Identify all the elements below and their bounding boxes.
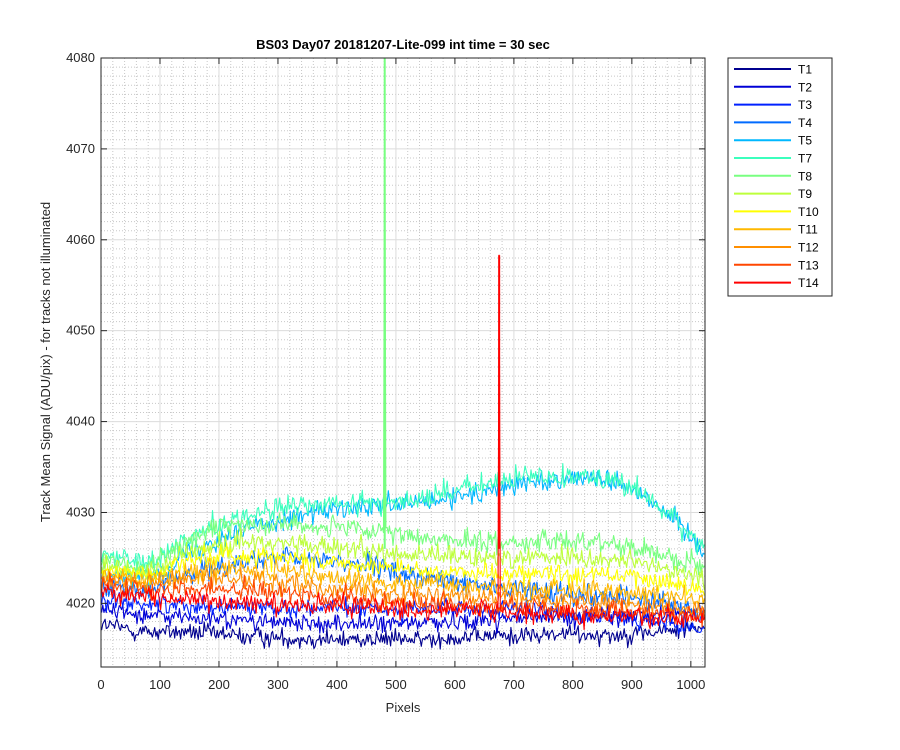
y-tick-label: 4040 — [66, 414, 95, 429]
series-line-t9 — [101, 527, 705, 590]
series-line-t4 — [101, 546, 705, 622]
legend-label-t3: T3 — [798, 98, 812, 112]
x-tick-label: 700 — [503, 677, 525, 692]
plot-frame — [100, 57, 706, 668]
legend-label-t9: T9 — [798, 187, 812, 201]
x-tick-label: 500 — [385, 677, 407, 692]
legend-label-t5: T5 — [798, 134, 812, 148]
chart-title: BS03 Day07 20181207-Lite-099 int time = … — [256, 37, 550, 52]
y-tick-label: 4030 — [66, 504, 95, 519]
x-tick-label: 100 — [149, 677, 171, 692]
y-tick-label: 4020 — [66, 595, 95, 610]
x-tick-label: 900 — [621, 677, 643, 692]
legend-label-t10: T10 — [798, 205, 819, 219]
series-line-t10 — [101, 542, 705, 596]
y-axis-label: Track Mean Signal (ADU/pix) - for tracks… — [38, 202, 53, 522]
legend-label-t12: T12 — [798, 241, 819, 255]
x-tick-label: 400 — [326, 677, 348, 692]
x-tick-label: 800 — [562, 677, 584, 692]
series-lines — [101, 58, 705, 650]
y-tick-label: 4050 — [66, 323, 95, 338]
x-tick-label: 300 — [267, 677, 289, 692]
y-tick-label: 4080 — [66, 50, 95, 65]
y-tick-label: 4070 — [66, 141, 95, 156]
series-line-t14 — [101, 254, 705, 631]
legend-label-t7: T7 — [798, 152, 812, 166]
x-tick-label: 0 — [97, 677, 104, 692]
legend-label-t2: T2 — [798, 80, 812, 94]
series-line-t1 — [101, 618, 705, 650]
legend-label-t11: T11 — [798, 223, 818, 237]
series-line-t12 — [101, 567, 705, 617]
series-line-t8 — [101, 58, 705, 576]
x-axis-label: Pixels — [386, 700, 421, 715]
x-tick-label: 200 — [208, 677, 230, 692]
legend-label-t8: T8 — [798, 169, 812, 183]
legend[interactable]: T1 T2 T3 T4 T5 T7 T8 T9 T10 T11 T12 T13 T14 — [727, 57, 833, 297]
axis-ticks: 4020 4030 4040 4050 4060 4070 4080 0 100 200 300 40… — [66, 50, 705, 692]
legend-label-t1: T1 — [798, 63, 812, 77]
legend-box — [727, 57, 833, 297]
legend-label-t14: T14 — [798, 276, 819, 290]
x-tick-label: 1000 — [676, 677, 705, 692]
series-line-t7 — [101, 462, 705, 573]
legend-label-t4: T4 — [798, 116, 812, 130]
x-tick-label: 600 — [444, 677, 466, 692]
legend-label-t13: T13 — [798, 258, 819, 272]
y-tick-label: 4060 — [66, 232, 95, 247]
